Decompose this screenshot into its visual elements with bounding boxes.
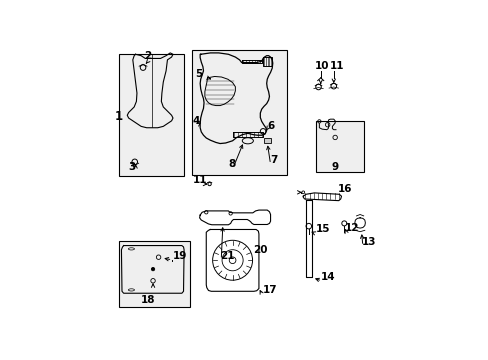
Text: 9: 9 xyxy=(330,162,337,172)
Text: 16: 16 xyxy=(337,184,352,194)
Text: 4: 4 xyxy=(192,116,200,126)
Text: 17: 17 xyxy=(263,285,277,296)
Text: 18: 18 xyxy=(141,295,155,305)
Bar xyxy=(119,242,189,307)
Text: 6: 6 xyxy=(267,121,274,131)
Text: 7: 7 xyxy=(269,155,277,165)
Text: 19: 19 xyxy=(173,251,187,261)
Text: 12: 12 xyxy=(344,223,359,233)
Text: 15: 15 xyxy=(315,225,329,234)
Text: 1: 1 xyxy=(115,110,122,123)
Text: 2: 2 xyxy=(143,51,151,61)
Bar xyxy=(264,138,270,143)
Text: 13: 13 xyxy=(361,237,375,247)
Text: 21: 21 xyxy=(220,251,234,261)
Text: 10: 10 xyxy=(314,61,328,71)
Text: 3: 3 xyxy=(128,162,136,172)
Text: 11: 11 xyxy=(192,175,206,185)
Text: 14: 14 xyxy=(320,271,334,282)
Bar xyxy=(315,121,364,172)
Bar xyxy=(119,54,183,176)
Text: 5: 5 xyxy=(195,69,202,79)
Text: 11: 11 xyxy=(329,61,344,71)
Circle shape xyxy=(151,267,154,271)
Text: 8: 8 xyxy=(227,159,235,169)
Text: 20: 20 xyxy=(253,245,267,255)
Bar xyxy=(192,50,286,175)
